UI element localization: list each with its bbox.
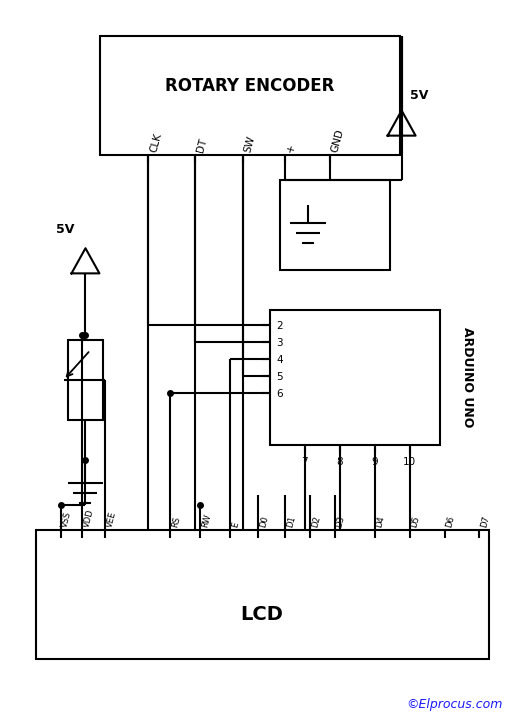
Text: D5: D5	[409, 515, 421, 529]
Text: D0: D0	[258, 515, 270, 529]
Text: D2: D2	[310, 515, 322, 529]
Bar	[67, 340, 103, 420]
Bar	[101, 35, 400, 155]
Text: 5V: 5V	[56, 223, 74, 236]
Text: 7: 7	[302, 457, 308, 467]
Text: RS: RS	[170, 516, 182, 529]
Text: D4: D4	[375, 515, 387, 529]
Text: DT: DT	[195, 137, 209, 154]
Text: +: +	[285, 143, 297, 154]
Text: VDD: VDD	[83, 508, 96, 529]
Text: 8: 8	[336, 457, 343, 467]
Text: 4: 4	[276, 355, 282, 365]
Text: D6: D6	[444, 515, 456, 529]
Bar	[36, 530, 489, 659]
Text: 9: 9	[372, 457, 378, 467]
Text: GND: GND	[330, 129, 346, 154]
Text: D7: D7	[480, 515, 491, 529]
Text: ©Elprocus.com: ©Elprocus.com	[406, 698, 503, 711]
Bar	[270, 310, 440, 445]
Text: LCD: LCD	[240, 605, 283, 624]
Text: VEE: VEE	[105, 511, 118, 529]
Text: 6: 6	[276, 389, 282, 399]
Text: D3: D3	[335, 515, 347, 529]
Text: ARDUINO UNO: ARDUINO UNO	[461, 328, 474, 428]
Bar	[280, 180, 390, 270]
Text: 3: 3	[276, 338, 282, 348]
Text: RW: RW	[200, 513, 212, 529]
Text: 10: 10	[403, 457, 416, 467]
Text: ROTARY ENCODER: ROTARY ENCODER	[166, 77, 335, 95]
Text: SW: SW	[243, 135, 257, 154]
Text: E: E	[230, 521, 240, 529]
Text: 2: 2	[276, 321, 282, 331]
Text: 5V: 5V	[409, 90, 428, 103]
Text: VSS: VSS	[61, 511, 73, 529]
Text: CLK: CLK	[148, 132, 163, 154]
Text: 5: 5	[276, 372, 282, 382]
Text: D1: D1	[285, 515, 297, 529]
